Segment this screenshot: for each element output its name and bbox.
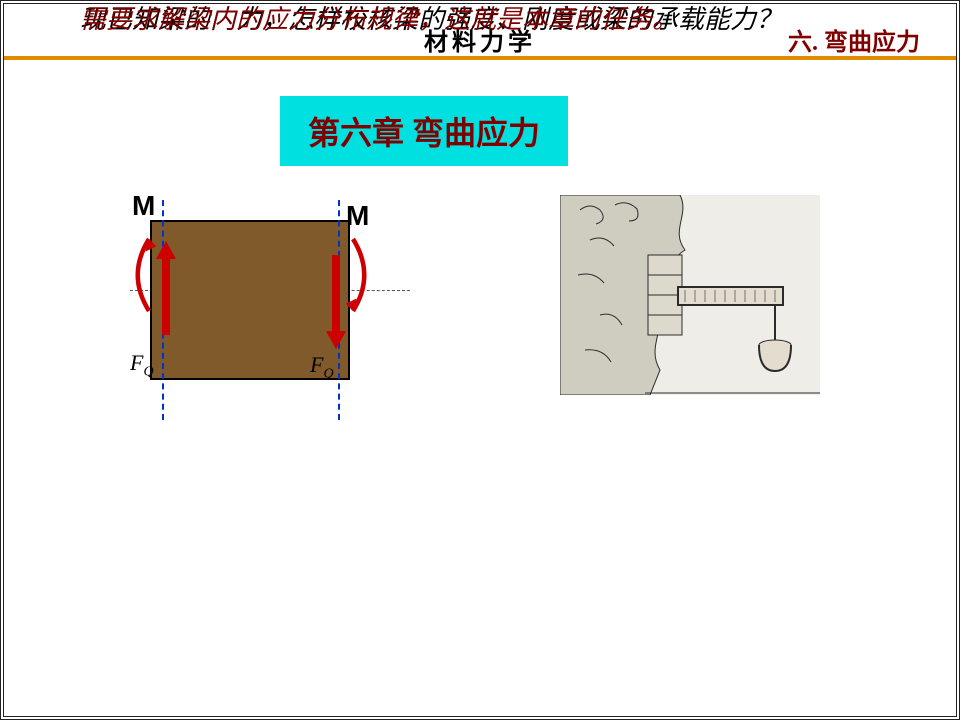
galileo-cantilever-illustration	[560, 195, 820, 395]
shear-arrow-left-icon	[153, 235, 179, 345]
header-rule	[4, 56, 956, 60]
fq-left-f: F	[130, 350, 143, 375]
fq-left-sub: Q	[143, 364, 153, 379]
beam-diagram: M M FQ FQ	[90, 190, 410, 420]
moment-label-right: M	[346, 200, 369, 232]
fq-right-f: F	[310, 352, 323, 377]
shear-arrow-right-icon	[323, 245, 349, 355]
answer-paragraph: 需要求解梁内的应力分布规律，这就是本章的任务。	[80, 0, 920, 40]
chapter-title: 第六章 弯曲应力	[280, 96, 568, 166]
moment-label-left: M	[132, 190, 155, 222]
fq-right-sub: Q	[323, 366, 333, 381]
shear-force-label-left: FQ	[130, 350, 154, 380]
shear-force-label-right: FQ	[310, 352, 334, 382]
